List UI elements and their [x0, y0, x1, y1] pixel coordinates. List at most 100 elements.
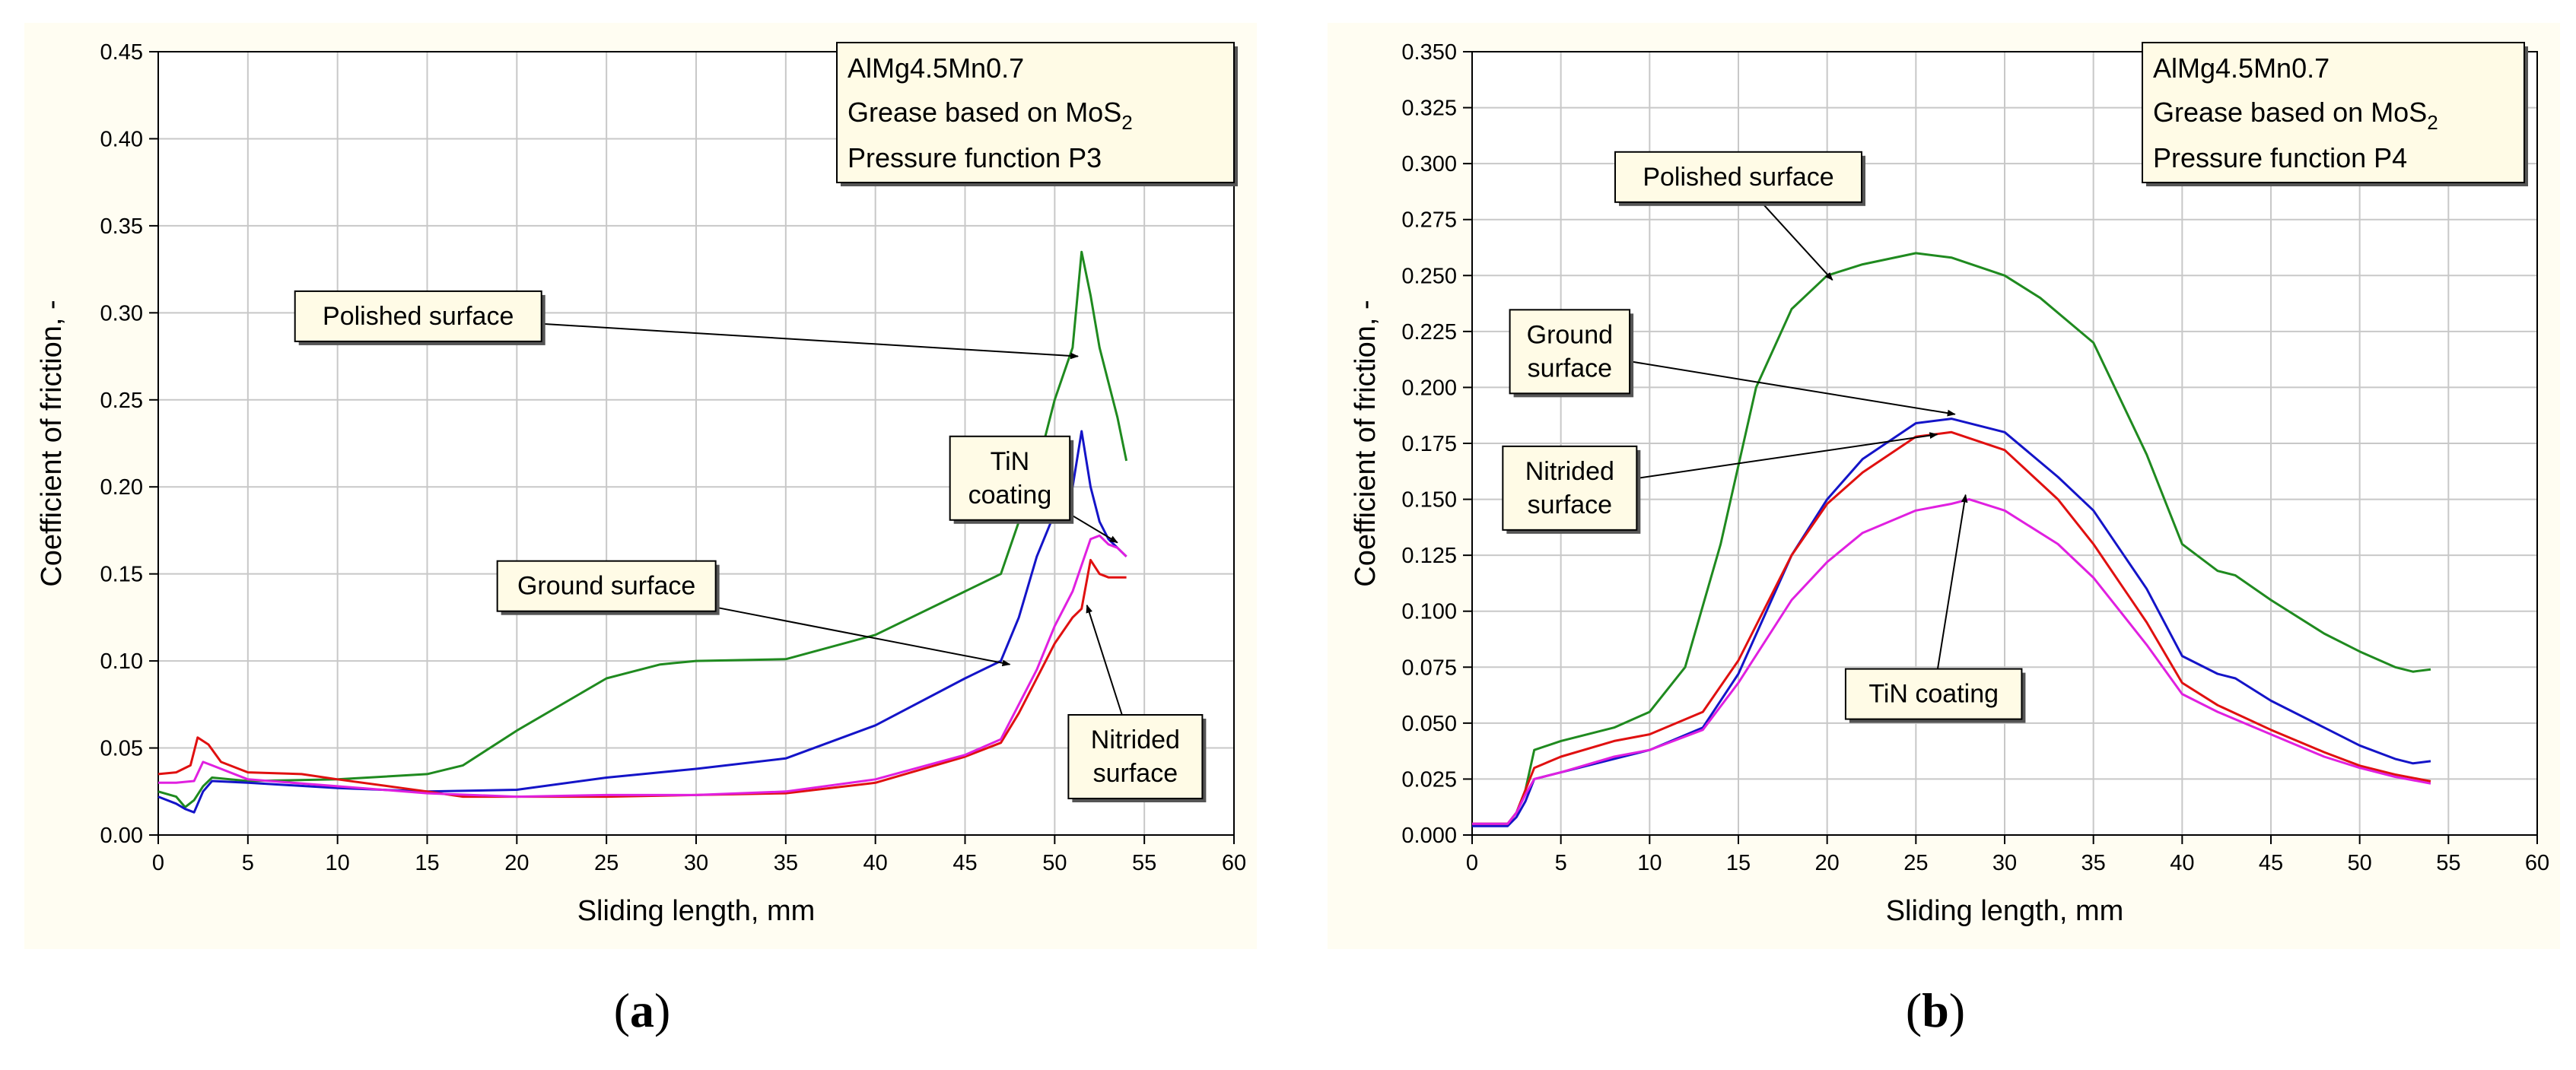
- panel-b-y-tick-label: 0.300: [1401, 152, 1457, 176]
- panel-b-series-nitrided: [1472, 430, 2431, 825]
- panel-a-x-tick-label: 15: [415, 851, 439, 875]
- panel-b-info-box: [2142, 42, 2525, 183]
- panel-b-annotation-label-nitrided: Nitrided: [1525, 457, 1614, 486]
- panel-a-y-tick-label: 0.15: [100, 563, 143, 587]
- panel-b-x-tick-label: 20: [1815, 851, 1840, 875]
- panel-a-x-tick-label: 30: [684, 851, 708, 875]
- panel-a-y-tick-label: 0.35: [100, 214, 143, 239]
- panel-b-y-tick-label: 0.250: [1401, 264, 1457, 288]
- panel-a-annotation-box-ground: [496, 560, 717, 612]
- panel-a-info-grease: Grease based on MoS2: [848, 97, 1133, 134]
- panel-b-y-tick-label: 0.100: [1401, 600, 1457, 624]
- panel-a-x-tick-label: 60: [1222, 851, 1246, 875]
- panel-a-series-tin: [158, 534, 1127, 799]
- panel-b-y-tick-label: 0.150: [1401, 488, 1457, 513]
- panel-a-plot-border: [157, 51, 1235, 836]
- panel-b-x-tick-label: 25: [1903, 851, 1928, 875]
- panel-b-annotation-arrow-tin: [1936, 494, 1968, 669]
- panel-b-x-tick-label: 35: [2081, 851, 2106, 875]
- panel-b-annotation-box-polished: [1614, 151, 1862, 203]
- panel-b-y-tick-label: 0.325: [1401, 97, 1457, 121]
- panel-b-x-tick-label: 55: [2436, 851, 2460, 875]
- panel-b-x-tick-label: 5: [1555, 851, 1567, 875]
- panel-b-info-pressure: Pressure function P4: [2153, 142, 2407, 173]
- panel-a-x-tick-label: 35: [774, 851, 798, 875]
- panel-a-series-ground: [157, 430, 1127, 814]
- panel-a-annotation-arrow-polished: [541, 322, 1080, 360]
- caption-b-letter: b: [1922, 983, 1949, 1037]
- panel-b-annotation-label-polished: Polished surface: [1643, 163, 1833, 192]
- panel-b-y-tick-label: 0.175: [1401, 432, 1457, 456]
- panel-a-y-tick-label: 0.40: [100, 127, 143, 151]
- panel-b-series-tin: [1472, 498, 2431, 825]
- panel-b-y-tick-label: 0.275: [1401, 208, 1457, 233]
- panel-b-annotation-box-nitrided: [1502, 445, 1638, 531]
- panel-a-annotation-box-nitrided: [1067, 714, 1204, 799]
- panel-b-x-tick-label: 45: [2259, 851, 2283, 875]
- caption-b-open: (: [1905, 983, 1922, 1037]
- panel-b-y-tick-label: 0.000: [1401, 824, 1457, 848]
- panel-a-annotation-arrow-tin: [1069, 513, 1118, 544]
- panel-a-x-tick-label: 45: [952, 851, 977, 875]
- chart-panel-b: 0 5 10 15 20 25 30 35 40 45 50 55 60 0.000 0.025 0.050 0…: [1328, 23, 2560, 949]
- panel-a-info-alloy: AlMg4.5Mn0.7: [848, 52, 1024, 84]
- panel-a-annotation-label-tin: coating: [968, 481, 1052, 510]
- panel-b-x-tick-label: 50: [2348, 851, 2372, 875]
- panel-b-annotation-label-nitrided: surface: [1528, 491, 1613, 519]
- panel-a-info-box: [836, 42, 1235, 183]
- panel-a-y-tick-label: 0.00: [100, 824, 143, 848]
- panel-a-x-tick-label: 5: [242, 851, 254, 875]
- panel-b-annotation-label-ground: Ground: [1527, 320, 1613, 349]
- panel-a-x-tick-label: 25: [594, 851, 619, 875]
- panel-b-y-tick-label: 0.025: [1401, 767, 1457, 792]
- panel-a-annotation-box-tin: [949, 435, 1071, 521]
- panel-a-x-tick-label: 55: [1132, 851, 1156, 875]
- caption-a-close: ): [654, 983, 671, 1037]
- panel-a-series-polished: [157, 250, 1128, 808]
- panel-a-annotation-arrow-nitrided: [1086, 604, 1123, 716]
- panel-a-x-tick-label: 20: [504, 851, 529, 875]
- panel-a-annotation-label-nitrided: Nitrided: [1091, 726, 1180, 754]
- panel-a-y-tick-label: 0.30: [100, 301, 143, 325]
- panel-a-y-tick-label: 0.10: [100, 649, 143, 674]
- chart-panel-a: 0 5 10 15 20 25 30 35 40 45 50 55 60 0.00 0.05 0.10 0.15…: [24, 23, 1257, 949]
- panel-b-info-grease: Grease based on MoS2: [2153, 97, 2438, 134]
- panel-a-x-tick-label: 10: [326, 851, 350, 875]
- panel-a-annotation-label-nitrided: surface: [1093, 759, 1178, 788]
- panel-b-series-polished: [1472, 252, 2431, 825]
- panel-b-y-tick-label: 0.075: [1401, 656, 1457, 680]
- panel-b-x-axis-title: Sliding length, mm: [1886, 895, 2124, 927]
- panel-b-y-tick-label: 0.200: [1401, 376, 1457, 400]
- panel-a-annotation-label-ground: Ground surface: [517, 572, 695, 601]
- panel-a-info-grease-subscript: 2: [1121, 111, 1132, 134]
- panel-a-y-tick-label: 0.20: [100, 475, 143, 500]
- panel-b-annotation-arrow-ground: [1629, 360, 1956, 417]
- panel-b-y-tick-label: 0.225: [1401, 320, 1457, 344]
- panel-b-plot-border: [1471, 51, 2538, 836]
- panel-a-annotation-box-polished: [294, 290, 542, 342]
- panel-a-annotation-arrow-ground: [715, 606, 1011, 667]
- panel-a-x-axis-title: Sliding length, mm: [577, 895, 816, 927]
- panel-b-info-grease-subscript: 2: [2427, 111, 2438, 134]
- caption-a: (a): [528, 983, 756, 1039]
- panel-b-y-tick-label: 0.125: [1401, 544, 1457, 568]
- panel-b-x-tick-label: 30: [1992, 851, 2017, 875]
- panel-a-info-pressure: Pressure function P3: [848, 142, 1102, 173]
- panel-b-y-axis-title: Coefficient of friction, -: [1350, 300, 1382, 586]
- panel-a-annotation-label-polished: Polished surface: [323, 302, 514, 331]
- panel-b-annotation-box-ground: [1509, 309, 1631, 395]
- panel-a-annotation-label-tin: TiN: [991, 447, 1030, 476]
- panel-b-annotation-label-ground: surface: [1528, 354, 1613, 383]
- caption-b: (b): [1821, 983, 2050, 1039]
- panel-b-x-tick-label: 40: [2170, 851, 2194, 875]
- panel-a-x-tick-label: 40: [863, 851, 888, 875]
- caption-a-open: (: [613, 983, 630, 1037]
- panel-a-y-tick-label: 0.45: [100, 40, 143, 65]
- panel-a-x-tick-label: 0: [152, 851, 164, 875]
- panel-a-y-tick-label: 0.05: [100, 737, 143, 761]
- panel-b-annotation-label-tin: TiN coating: [1868, 680, 1999, 709]
- panel-b-y-tick-label: 0.050: [1401, 712, 1457, 736]
- caption-b-close: ): [1948, 983, 1966, 1037]
- panel-b-x-tick-label: 0: [1466, 851, 1478, 875]
